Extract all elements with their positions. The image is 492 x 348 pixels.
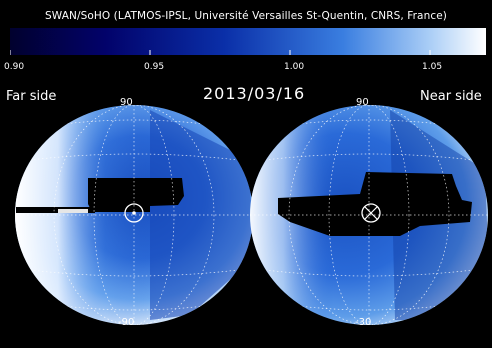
far-side-north-label: 90: [120, 97, 133, 108]
observation-date: 2013/03/16: [203, 84, 306, 103]
far-side-south-label: -90: [118, 317, 135, 328]
colorbar-tick-label: 1.05: [422, 62, 443, 72]
colorbar-tick-label: 1.00: [284, 62, 305, 72]
far-side-data-gap: [16, 178, 184, 213]
far-side-label: Far side: [6, 89, 57, 104]
near-side-data-gap: [278, 172, 472, 236]
colorbar: [10, 28, 486, 55]
sun-circle-dot-icon: [124, 203, 144, 223]
colorbar-gradient: [10, 28, 486, 55]
near-side-north-label: 90: [356, 97, 369, 108]
near-side-south-label: -30: [355, 317, 372, 328]
colorbar-tick-label: 0.95: [144, 62, 165, 72]
far-side-grid: [15, 105, 253, 325]
near-side-label: Near side: [420, 89, 482, 104]
far-side-hemisphere: [15, 105, 253, 325]
sun-circle-cross-icon: [361, 203, 381, 223]
credit-text: SWAN/SoHO (LATMOS-IPSL, Université Versa…: [45, 10, 447, 22]
near-side-grid: [250, 105, 488, 325]
near-side-hemisphere: [250, 105, 488, 325]
colorbar-tick-label: 0.90: [4, 62, 25, 72]
